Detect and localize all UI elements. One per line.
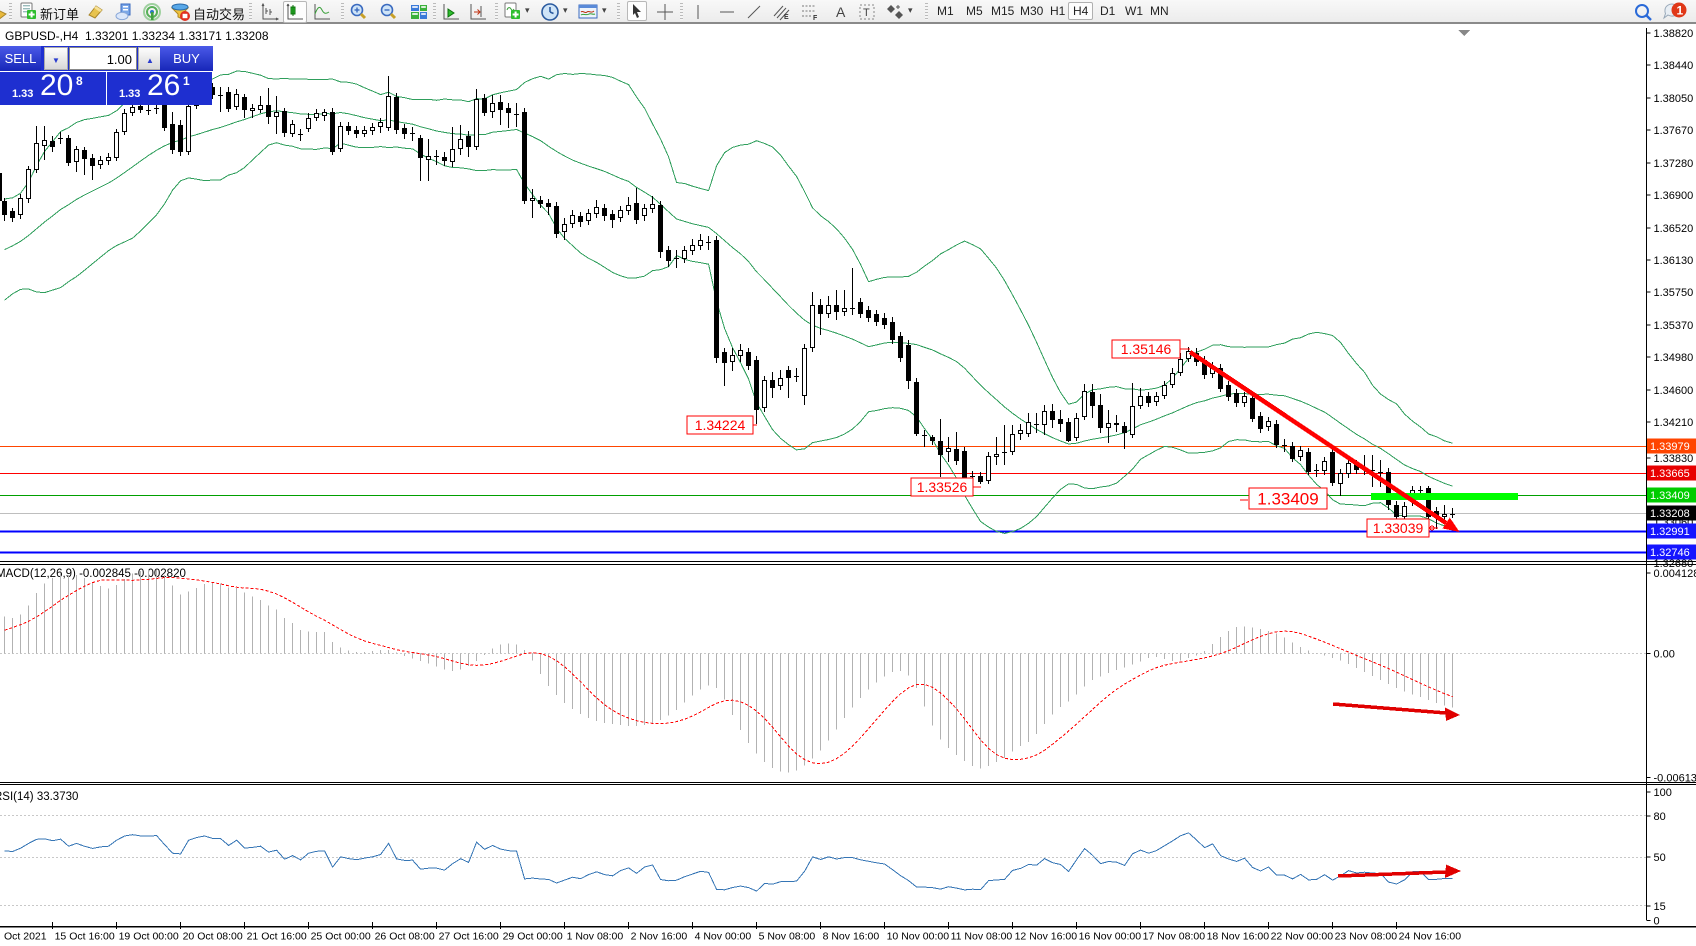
svg-text:23 Nov 08:00: 23 Nov 08:00 — [1335, 931, 1398, 942]
svg-text:T: T — [863, 7, 870, 19]
svg-text:1.38440: 1.38440 — [1654, 60, 1694, 72]
svg-text:18 Nov 16:00: 18 Nov 16:00 — [1207, 931, 1270, 942]
svg-text:GBPUSD-,H4 1.33201 1.33234 1.: GBPUSD-,H4 1.33201 1.33234 1.33171 1.332… — [5, 29, 269, 43]
svg-text:RSI(14) 33.3730: RSI(14) 33.3730 — [0, 791, 78, 803]
svg-text:24 Nov 16:00: 24 Nov 16:00 — [1399, 931, 1462, 942]
svg-text:1.34980: 1.34980 — [1654, 352, 1694, 364]
svg-text:29 Oct 00:00: 29 Oct 00:00 — [503, 931, 563, 942]
svg-text:20 Oct 08:00: 20 Oct 08:00 — [183, 931, 243, 942]
svg-text:1.33409: 1.33409 — [1650, 490, 1690, 502]
svg-text:11 Nov 08:00: 11 Nov 08:00 — [951, 931, 1013, 942]
svg-text:F: F — [813, 15, 818, 22]
svg-text:-0.006132: -0.006132 — [1654, 773, 1696, 785]
svg-text:2 Nov 16:00: 2 Nov 16:00 — [631, 931, 688, 942]
svg-text:19 Oct 00:00: 19 Oct 00:00 — [119, 931, 179, 942]
svg-text:5 Nov 08:00: 5 Nov 08:00 — [759, 931, 816, 942]
svg-text:17 Nov 08:00: 17 Nov 08:00 — [1143, 931, 1206, 942]
svg-text:1.35146: 1.35146 — [1121, 341, 1172, 357]
svg-text:100: 100 — [1654, 787, 1672, 799]
svg-text:1.35370: 1.35370 — [1654, 320, 1694, 332]
svg-text:80: 80 — [1654, 811, 1666, 823]
svg-text:22 Nov 00:00: 22 Nov 00:00 — [1271, 931, 1334, 942]
svg-text:8 Nov 16:00: 8 Nov 16:00 — [823, 931, 880, 942]
svg-text:0.004128: 0.004128 — [1654, 568, 1696, 580]
svg-text:25 Oct 00:00: 25 Oct 00:00 — [311, 931, 371, 942]
svg-text:1.33208: 1.33208 — [1650, 508, 1690, 520]
svg-text:1.32746: 1.32746 — [1650, 547, 1690, 559]
svg-text:1.33526: 1.33526 — [917, 479, 968, 495]
svg-text:1 Nov 08:00: 1 Nov 08:00 — [567, 931, 624, 942]
svg-text:1.32991: 1.32991 — [1650, 526, 1690, 538]
svg-text:26 Oct 08:00: 26 Oct 08:00 — [375, 931, 435, 942]
svg-text:Oct 2021: Oct 2021 — [4, 931, 47, 942]
svg-text:1.37280: 1.37280 — [1654, 158, 1694, 170]
svg-text:1: 1 — [1677, 4, 1684, 18]
svg-text:15 Oct 16:00: 15 Oct 16:00 — [55, 931, 115, 942]
svg-text:1.33665: 1.33665 — [1650, 468, 1690, 480]
svg-text:4 Nov 00:00: 4 Nov 00:00 — [695, 931, 752, 942]
svg-text:0.00: 0.00 — [1654, 648, 1675, 660]
svg-text:0: 0 — [1654, 916, 1660, 928]
svg-text:1.38050: 1.38050 — [1654, 93, 1694, 105]
svg-text:1.36520: 1.36520 — [1654, 223, 1694, 235]
svg-text:50: 50 — [1654, 852, 1666, 864]
svg-text:10 Nov 00:00: 10 Nov 00:00 — [887, 931, 950, 942]
svg-text:1.33409: 1.33409 — [1257, 490, 1318, 509]
svg-text:1.34600: 1.34600 — [1654, 385, 1694, 397]
svg-text:12 Nov 16:00: 12 Nov 16:00 — [1015, 931, 1078, 942]
svg-text:1.36130: 1.36130 — [1654, 255, 1694, 267]
svg-text:27 Oct 16:00: 27 Oct 16:00 — [439, 931, 499, 942]
svg-text:A: A — [836, 4, 846, 20]
svg-text:1.38820: 1.38820 — [1654, 28, 1694, 40]
svg-text:E: E — [784, 14, 789, 21]
svg-text:16 Nov 00:00: 16 Nov 00:00 — [1079, 931, 1142, 942]
svg-text:15: 15 — [1654, 901, 1666, 913]
svg-text:1.36900: 1.36900 — [1654, 190, 1694, 202]
svg-text:1.35750: 1.35750 — [1654, 287, 1694, 299]
svg-text:1.33830: 1.33830 — [1654, 453, 1694, 465]
svg-text:1.34210: 1.34210 — [1654, 417, 1694, 429]
svg-text:1.33979: 1.33979 — [1650, 441, 1690, 453]
svg-text:1.37670: 1.37670 — [1654, 125, 1694, 137]
svg-text:1.34224: 1.34224 — [695, 417, 746, 433]
svg-text:1.33039: 1.33039 — [1373, 520, 1424, 536]
svg-text:21 Oct 16:00: 21 Oct 16:00 — [247, 931, 307, 942]
